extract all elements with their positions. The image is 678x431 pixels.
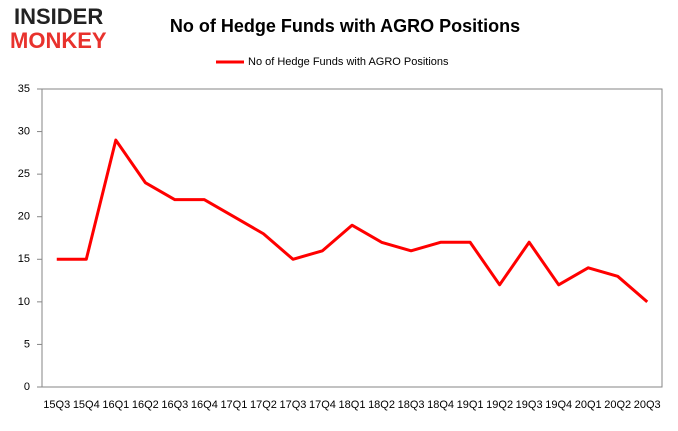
legend-label: No of Hedge Funds with AGRO Positions (248, 56, 449, 68)
plot-frame (41, 88, 663, 388)
y-tick-label: 25 (18, 168, 30, 180)
y-tick-label: 0 (24, 381, 30, 393)
x-tick-label: 20Q1 (575, 399, 602, 411)
y-tick-label: 10 (18, 296, 30, 308)
x-tick-label: 18Q3 (398, 399, 425, 411)
x-tick-label: 17Q1 (220, 399, 247, 411)
y-tick-label: 15 (18, 253, 30, 265)
x-tick-label: 20Q3 (634, 399, 661, 411)
y-tick-label: 5 (24, 338, 30, 350)
x-tick-label: 18Q4 (427, 399, 454, 411)
x-tick-label: 15Q3 (43, 399, 70, 411)
logo-top: INSIDER (14, 4, 103, 29)
x-tick-label: 16Q1 (102, 399, 129, 411)
logo-bottom: MONKEY (10, 28, 107, 53)
x-tick-label: 18Q2 (368, 399, 395, 411)
y-tick-label: 30 (18, 125, 30, 137)
chart-title: No of Hedge Funds with AGRO Positions (170, 16, 520, 36)
y-tick-label: 35 (18, 83, 30, 95)
x-tick-label: 15Q4 (73, 399, 100, 411)
x-tick-label: 19Q1 (457, 399, 484, 411)
x-tick-label: 17Q2 (250, 399, 277, 411)
x-tick-label: 18Q1 (339, 399, 366, 411)
x-tick-label: 19Q4 (545, 399, 572, 411)
series-line (56, 138, 649, 303)
x-tick-label: 16Q4 (191, 399, 218, 411)
x-tick-label: 19Q2 (486, 399, 513, 411)
y-tick-label: 20 (18, 211, 30, 223)
x-tick-label: 16Q2 (132, 399, 159, 411)
x-tick-label: 20Q2 (604, 399, 631, 411)
x-tick-label: 16Q3 (161, 399, 188, 411)
x-tick-label: 17Q3 (279, 399, 306, 411)
x-tick-label: 19Q3 (516, 399, 543, 411)
x-tick-label: 17Q4 (309, 399, 336, 411)
